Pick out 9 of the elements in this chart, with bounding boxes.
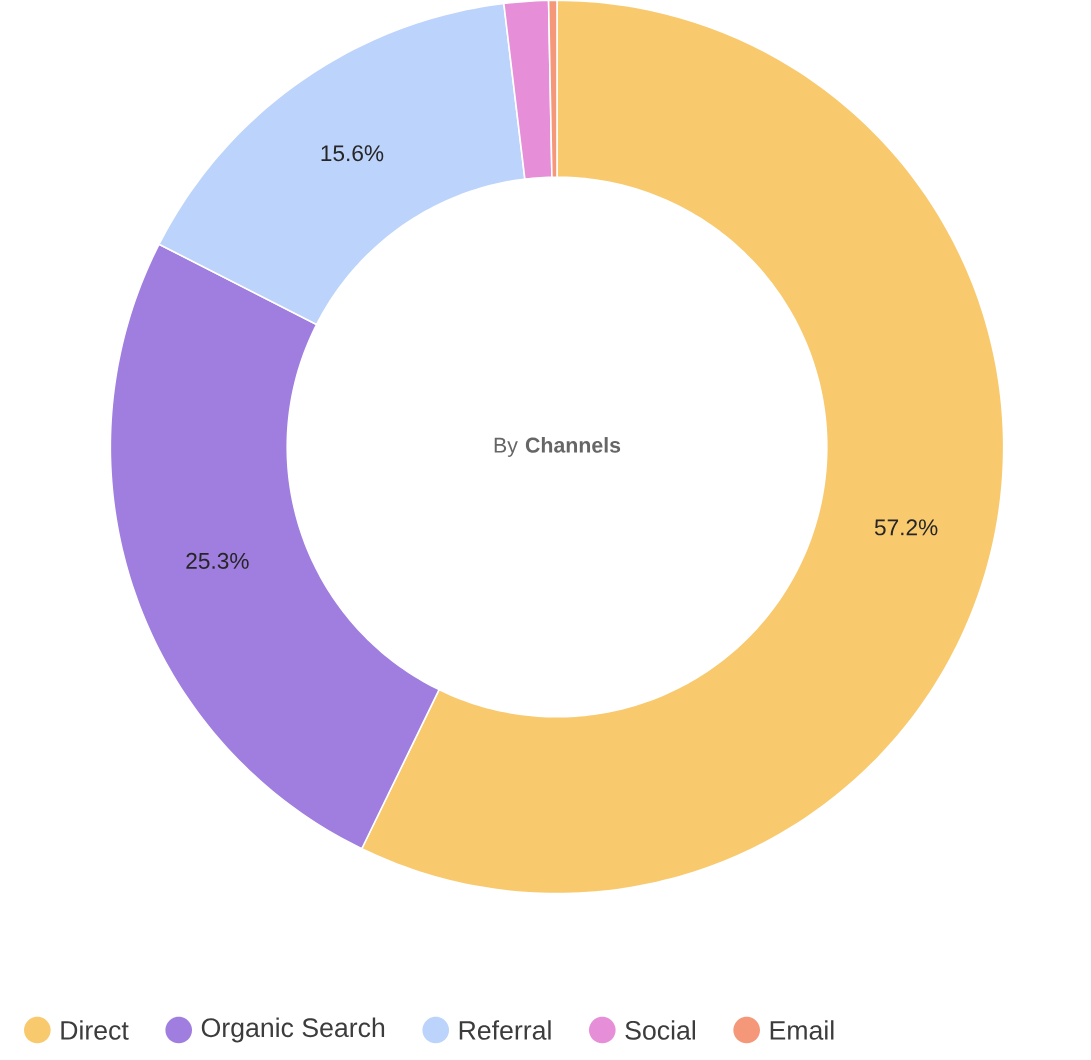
legend-label: Referral — [459, 1020, 551, 1040]
data-label: 15.6% — [321, 145, 384, 162]
data-label: 57.2% — [874, 519, 938, 536]
legend-label: Social — [625, 1020, 695, 1040]
data-label: 25.3% — [186, 552, 249, 569]
text: By Channels — [494, 437, 621, 457]
legend-label: Email — [770, 1020, 834, 1040]
legend-label: Direct — [61, 1020, 129, 1040]
legend-label: Organic Search — [201, 1017, 385, 1043]
